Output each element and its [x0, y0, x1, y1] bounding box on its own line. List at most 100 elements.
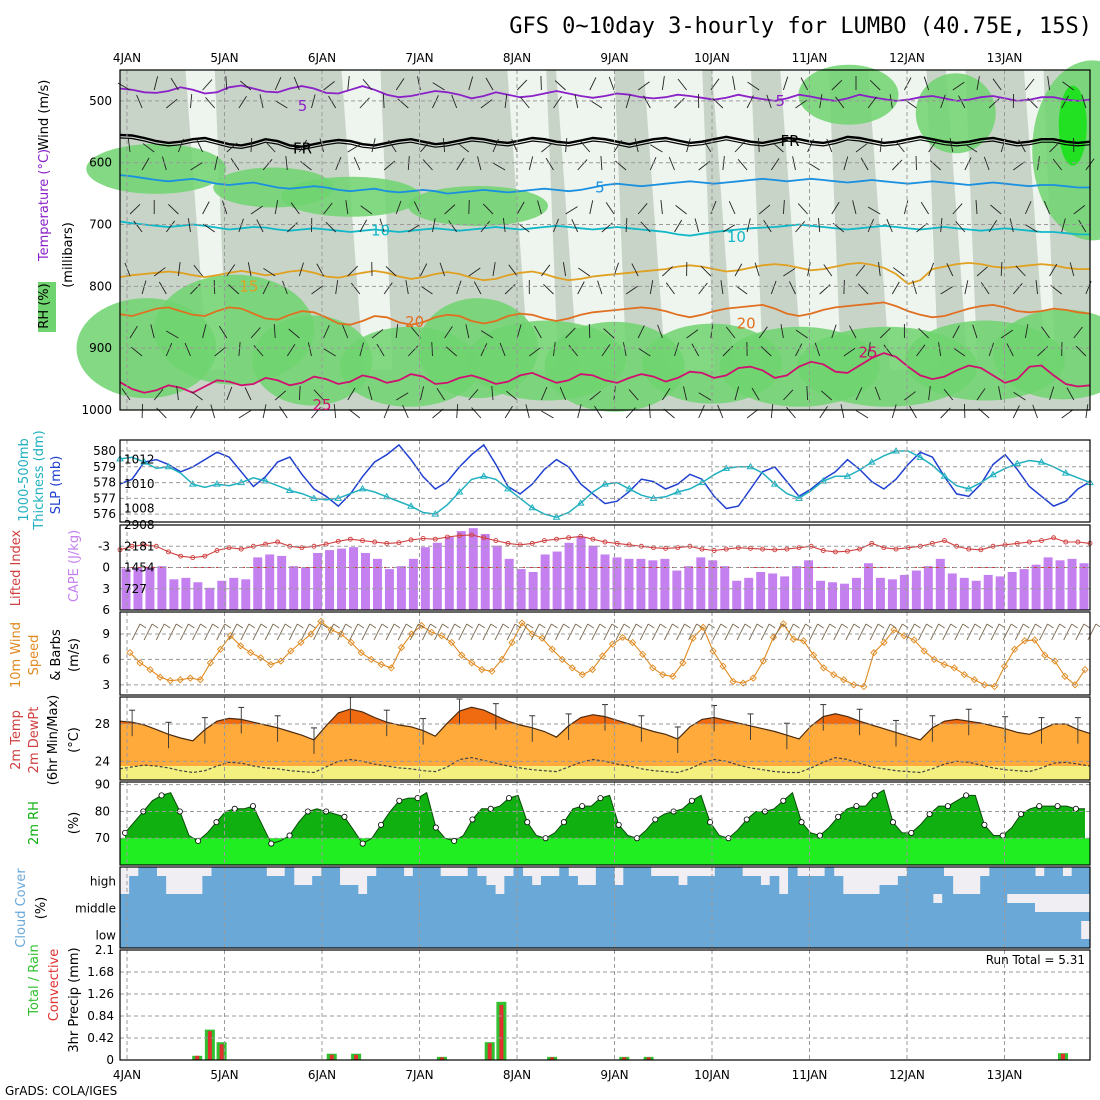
lifted-index-point [396, 540, 402, 546]
cape-bar [157, 566, 167, 610]
surface-wind-barb [817, 623, 824, 629]
wind-barb [640, 221, 651, 233]
wind-speed-point [488, 667, 496, 675]
wind-speed-point [508, 638, 516, 647]
cloud-cell-high [412, 867, 423, 894]
cloud-cell-middle [969, 894, 980, 921]
cloud-cell-middle [554, 894, 564, 921]
wind-speed-point [246, 649, 255, 657]
wind-barb [703, 139, 712, 153]
cloud-cell-low [877, 921, 888, 948]
cape-bar [504, 558, 514, 610]
cloud-cell-low [498, 921, 509, 948]
surface-wind-barb [288, 623, 298, 641]
cloud-cell-high [284, 867, 295, 894]
cloud-cell-low [129, 921, 139, 948]
wind-barb [571, 219, 579, 233]
cloud-cell-high [1062, 876, 1073, 894]
rh2m-point [1054, 803, 1061, 810]
cloud-cell-middle [840, 894, 851, 921]
cloud-cell-low [969, 921, 980, 948]
surface-wind-barb [1083, 623, 1091, 629]
wind-barb [226, 264, 236, 277]
wind-barb [918, 327, 929, 339]
thickness-point [479, 472, 488, 479]
cloud-cell-low [434, 921, 444, 948]
cloud-cell-low [997, 921, 1008, 948]
wind-barb [770, 404, 774, 419]
thickness-point [358, 484, 367, 492]
cloud-cell-middle [304, 894, 315, 921]
wind-barb [323, 348, 336, 357]
lifted-index-point [275, 539, 281, 545]
lifted-index-point [663, 545, 669, 551]
lifted-index-point [857, 546, 863, 552]
wind-barb [883, 344, 893, 357]
cloud-cell-middle [1043, 912, 1054, 921]
wind-barb [747, 81, 760, 91]
wind-speed-point [980, 681, 989, 689]
wind-barb [420, 141, 430, 153]
cape-bar [768, 573, 778, 610]
surface-wind-barb [627, 623, 637, 641]
wind-speed-point [779, 620, 788, 628]
wind-barb [675, 205, 687, 215]
cloud-cell-middle [434, 894, 444, 921]
cloud-cell-high [751, 876, 761, 894]
wind-barb [867, 96, 877, 109]
surface-wind-barb [1002, 623, 1012, 641]
cloud-cell-middle [868, 894, 878, 921]
wind-speed-point [799, 637, 808, 645]
wind-barb [210, 404, 216, 419]
frame-cape-panel [119, 524, 1091, 611]
pressure-tick: 600 [89, 156, 112, 170]
cloud-cell-high [248, 867, 258, 894]
surface-wind-barb [1010, 623, 1018, 629]
wind-barb [1073, 205, 1086, 215]
cloud-cell-high [129, 876, 139, 894]
wind-speed-point [900, 632, 908, 640]
rh2m-point [195, 837, 202, 844]
cape-bar [899, 574, 909, 610]
cloud-cell-high [513, 867, 524, 894]
surface-wind-barb [188, 623, 195, 629]
wind-barb [770, 158, 780, 171]
cloud-cell-high [659, 876, 670, 894]
surface-wind-barb [676, 623, 685, 641]
surface-wind-barb [1014, 623, 1024, 641]
wind-speed-point [709, 647, 717, 655]
surface-wind-barb [260, 623, 268, 629]
wind-barb [976, 266, 988, 277]
lifted-index-point [760, 546, 766, 552]
cloud-cell-high [1025, 867, 1036, 894]
wind-barb [238, 410, 252, 419]
cloud-cell-low [1016, 921, 1026, 948]
cloud-cell-low [840, 921, 851, 948]
wind-barb [142, 143, 155, 153]
cloud-cell-low [572, 921, 583, 948]
wind-speed-point [126, 649, 134, 657]
rh2m-point [505, 795, 512, 802]
wind-barb [166, 330, 179, 339]
cape-bar [588, 545, 598, 610]
isotherm-25 [119, 352, 1091, 394]
wind-speed-point [186, 674, 194, 682]
wind-barb [860, 157, 869, 171]
wind-barb [605, 202, 615, 215]
cloud-cell-high [723, 867, 734, 894]
surface-wind-barb [369, 623, 377, 629]
surface-wind-barb [756, 623, 764, 629]
wind-barb [728, 201, 736, 215]
cloud-cell-high [897, 876, 908, 894]
wind-barb [608, 76, 615, 91]
wind-speed-point [910, 636, 918, 644]
temperature-tick: 24 [95, 754, 110, 768]
cloud-cell-middle [156, 894, 167, 921]
wind-barb [855, 143, 868, 153]
wind-speed-point [759, 657, 767, 665]
wind-barb [529, 347, 541, 357]
wind-barb [129, 203, 141, 215]
isotherm-label: 5 [775, 92, 785, 110]
day-label-top: 7JAN [405, 51, 433, 65]
surface-wind-barb [688, 623, 698, 641]
